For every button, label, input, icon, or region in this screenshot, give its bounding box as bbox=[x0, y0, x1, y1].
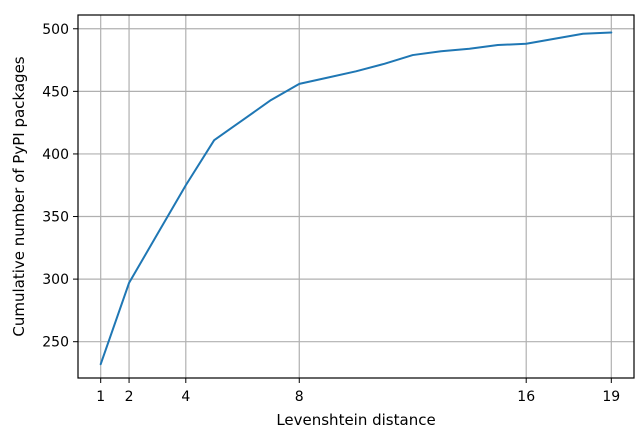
grid-lines bbox=[78, 15, 634, 378]
x-tick-label: 4 bbox=[181, 389, 190, 405]
y-tick-label: 400 bbox=[42, 147, 69, 163]
axes-spines bbox=[77, 14, 635, 379]
series-line bbox=[99, 31, 613, 366]
y-tick-label: 250 bbox=[42, 335, 69, 351]
x-tick-label: 16 bbox=[517, 389, 535, 405]
y-tick-label: 450 bbox=[42, 84, 69, 100]
y-tick-label: 350 bbox=[42, 210, 69, 226]
x-axis-label: Levenshtein distance bbox=[276, 411, 435, 428]
y-tick-label: 300 bbox=[42, 272, 69, 288]
x-tick-label: 2 bbox=[125, 389, 134, 405]
x-tick-label: 19 bbox=[602, 389, 620, 405]
y-axis-ticks: 250 300 350 400 450 500 bbox=[42, 22, 78, 351]
x-tick-label: 1 bbox=[96, 389, 105, 405]
plot-frame bbox=[77, 14, 635, 379]
x-axis-ticks: 1 2 4 8 16 19 bbox=[96, 378, 620, 405]
y-axis-label: Cumulative number of PyPI packages bbox=[10, 56, 28, 336]
x-tick-label: 8 bbox=[295, 389, 304, 405]
y-tick-label: 500 bbox=[42, 22, 69, 38]
